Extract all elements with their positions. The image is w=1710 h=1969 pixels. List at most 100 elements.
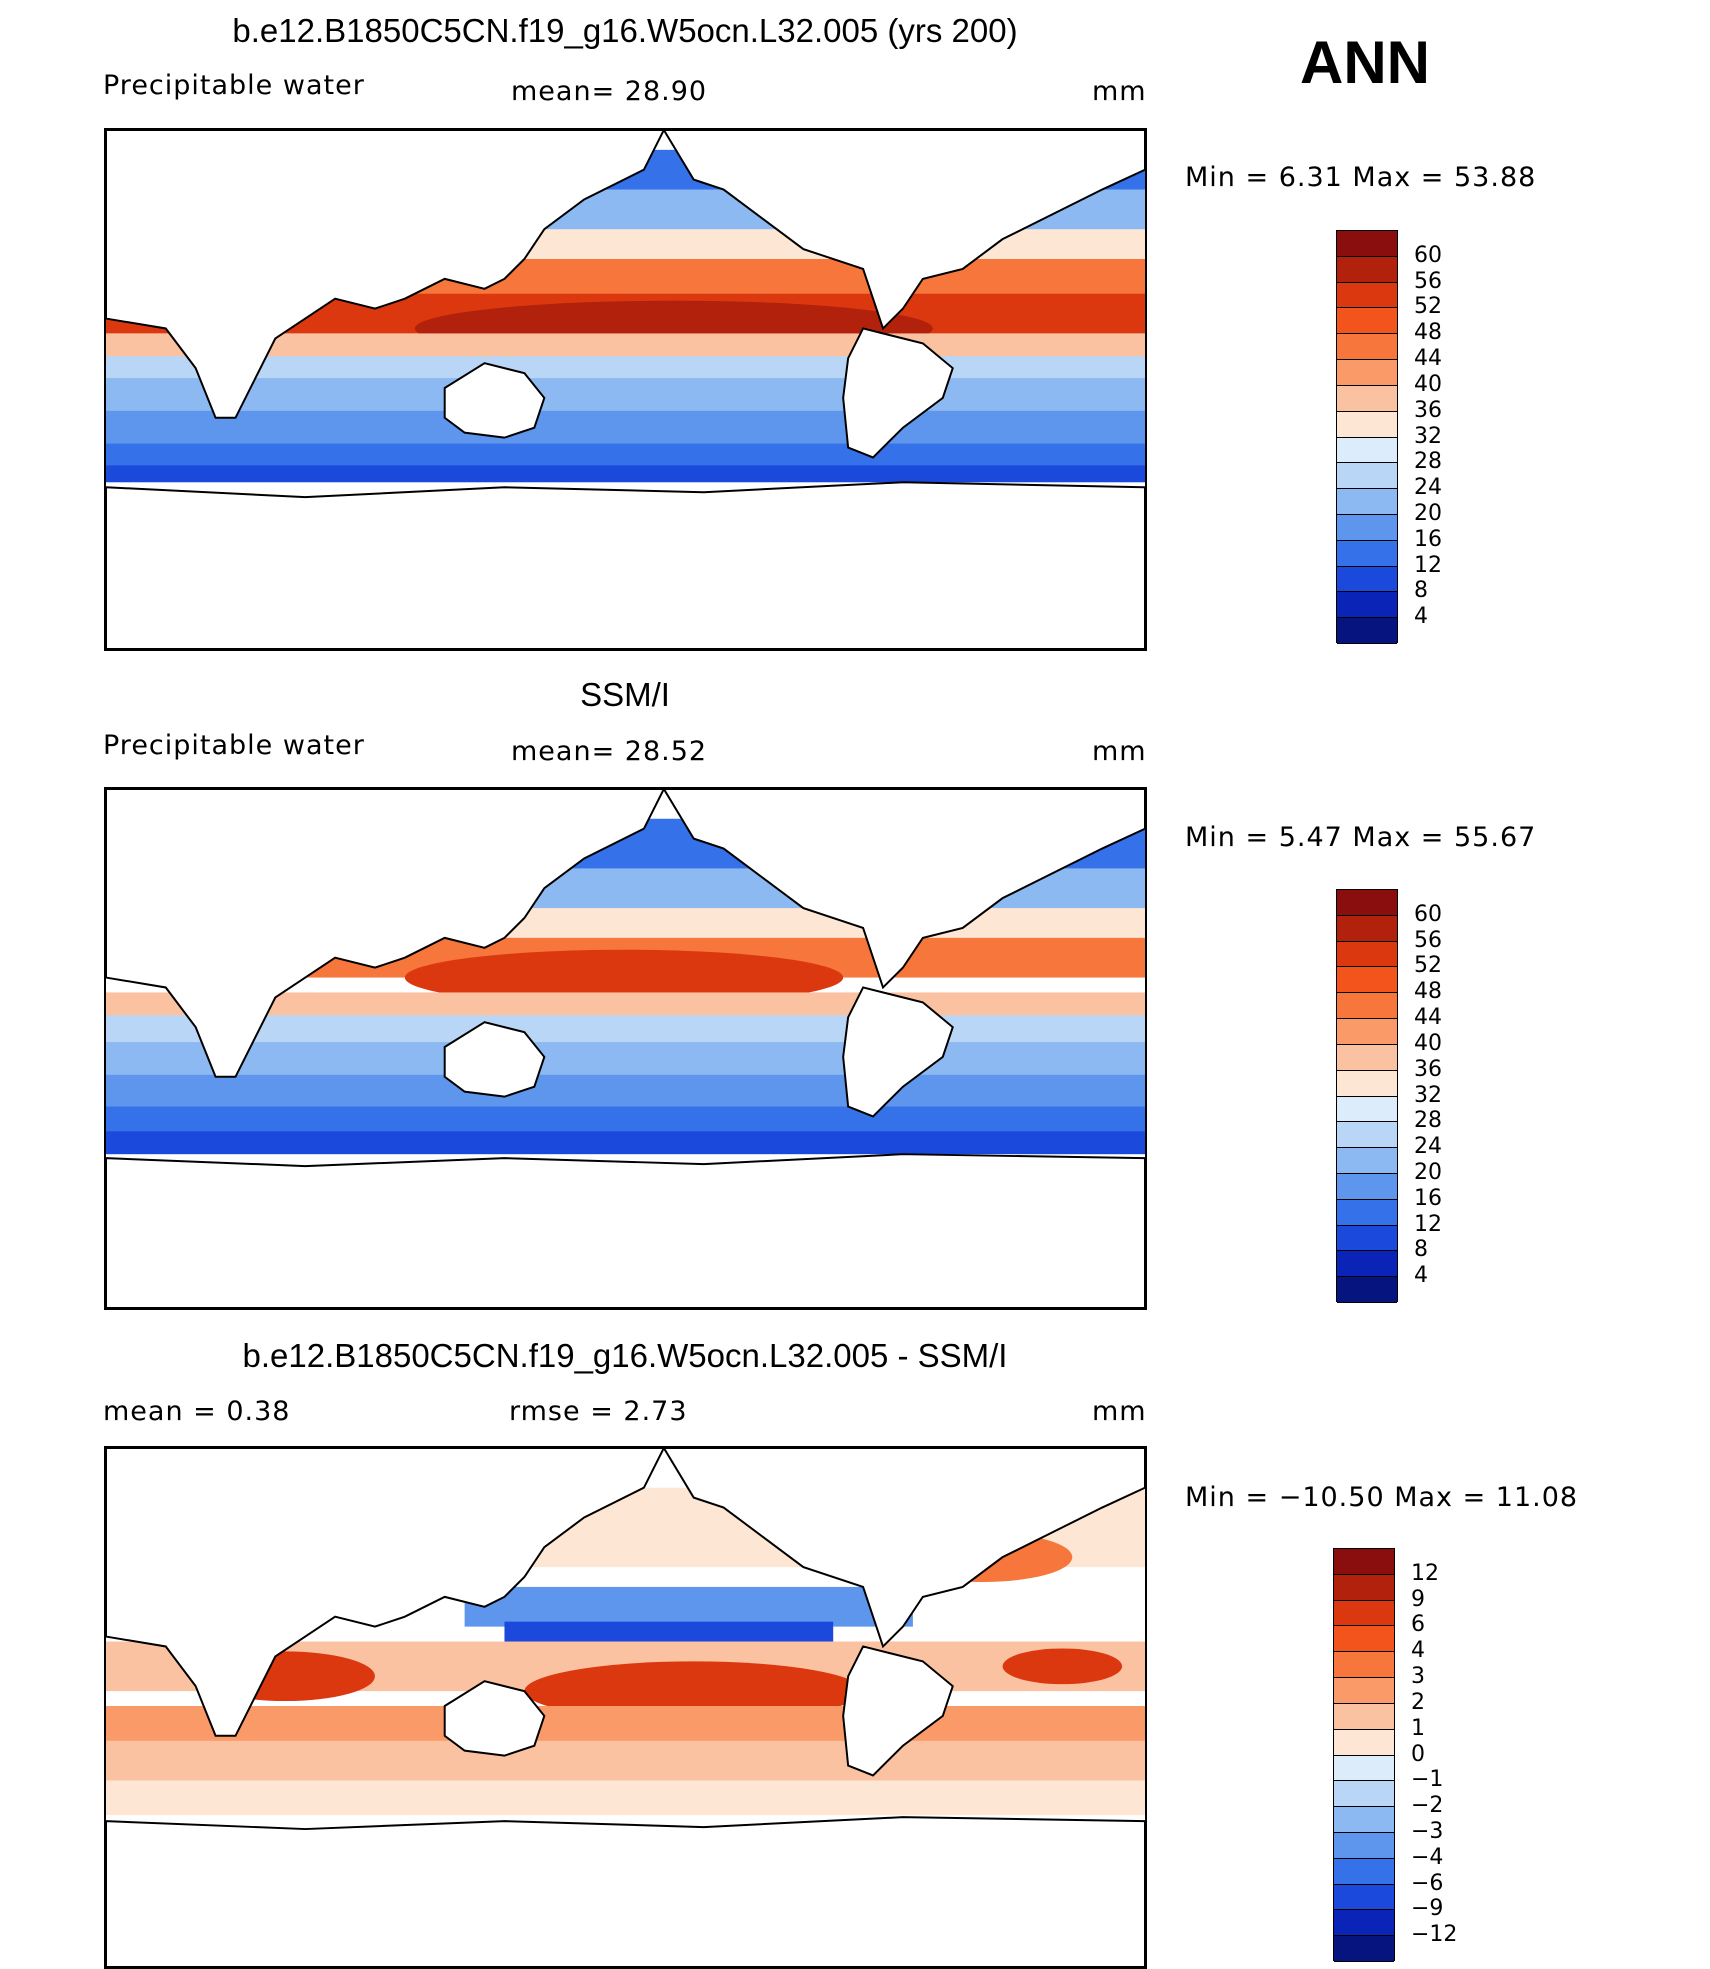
- colorbar-tick-label: 4: [1414, 1263, 1428, 1289]
- panel-1-minmax: Min = 6.31 Max = 53.88: [1185, 162, 1537, 193]
- panel-3-title: b.e12.B1850C5CN.f19_g16.W5ocn.L32.005 - …: [242, 1337, 1008, 1374]
- colorbar-swatch: [1337, 282, 1397, 309]
- colorbar-swatch: [1334, 1755, 1394, 1782]
- colorbar-tick-label: 44: [1414, 346, 1442, 372]
- colorbar-swatch: [1337, 618, 1397, 644]
- colorbar-swatch: [1337, 890, 1397, 916]
- colorbar-swatch: [1337, 1277, 1397, 1303]
- colorbar-swatch: [1337, 334, 1397, 361]
- colorbar-tick-label: 32: [1414, 423, 1442, 449]
- colorbar-tick-label: 24: [1414, 475, 1442, 501]
- colorbar-swatch: [1337, 1122, 1397, 1149]
- colorbar-tick-label: 4: [1414, 604, 1428, 630]
- colorbar-tick-label: 48: [1414, 320, 1442, 346]
- panel-2-units: mm: [1092, 736, 1147, 767]
- panel-3-colorbar: [1333, 1548, 1395, 1962]
- colorbar-tick-label: 28: [1414, 1108, 1442, 1134]
- colorbar-swatch: [1334, 1574, 1394, 1601]
- colorbar-tick-label: 2: [1411, 1689, 1425, 1715]
- colorbar-tick-label: 0: [1411, 1741, 1425, 1767]
- colorbar-tick-label: 8: [1414, 578, 1428, 604]
- colorbar-tick-label: 36: [1414, 1056, 1442, 1082]
- colorbar-tick-label: −6: [1411, 1870, 1444, 1896]
- colorbar-tick-label: −9: [1411, 1896, 1444, 1922]
- colorbar-swatch: [1337, 1044, 1397, 1071]
- panel-2-title: SSM/I: [580, 676, 670, 713]
- colorbar-swatch: [1337, 1096, 1397, 1123]
- colorbar-swatch: [1337, 256, 1397, 283]
- colorbar-tick-label: 12: [1414, 552, 1442, 578]
- panel-1-mean-label: mean= 28.90: [511, 76, 708, 107]
- colorbar-swatch: [1334, 1832, 1394, 1859]
- colorbar-swatch: [1337, 1148, 1397, 1174]
- colorbar-tick-label: 32: [1414, 1082, 1442, 1108]
- colorbar-swatch: [1337, 1019, 1397, 1045]
- colorbar-tick-label: 3: [1411, 1664, 1425, 1690]
- colorbar-swatch: [1337, 592, 1397, 619]
- colorbar-swatch: [1337, 941, 1397, 968]
- colorbar-tick-label: 4: [1411, 1638, 1425, 1664]
- colorbar-tick-label: 16: [1414, 526, 1442, 552]
- panel-3-units: mm: [1092, 1396, 1147, 1427]
- colorbar-swatch: [1337, 489, 1397, 515]
- colorbar-tick-label: 56: [1414, 927, 1442, 953]
- colorbar-swatch: [1334, 1858, 1394, 1885]
- colorbar-swatch: [1334, 1600, 1394, 1627]
- colorbar-tick-label: 1: [1411, 1715, 1425, 1741]
- colorbar-swatch: [1334, 1678, 1394, 1704]
- colorbar-tick-label: 40: [1414, 1030, 1442, 1056]
- colorbar-swatch: [1337, 437, 1397, 464]
- colorbar-tick-label: 36: [1414, 397, 1442, 423]
- colorbar-swatch: [1334, 1703, 1394, 1730]
- colorbar-swatch: [1334, 1910, 1394, 1937]
- colorbar-tick-label: 52: [1414, 953, 1442, 979]
- colorbar-tick-label: 52: [1414, 294, 1442, 320]
- colorbar-swatch: [1334, 1549, 1394, 1575]
- colorbar-tick-label: 20: [1414, 500, 1442, 526]
- colorbar-tick-label: 6: [1411, 1612, 1425, 1638]
- colorbar-swatch: [1337, 1199, 1397, 1226]
- panel-1-variable-label: Precipitable water: [103, 70, 365, 101]
- colorbar-tick-label: 12: [1414, 1211, 1442, 1237]
- panel-1-title: b.e12.B1850C5CN.f19_g16.W5ocn.L32.005 (y…: [232, 12, 1018, 49]
- colorbar-swatch: [1337, 1173, 1397, 1200]
- colorbar-swatch: [1337, 967, 1397, 994]
- colorbar-tick-label: 16: [1414, 1185, 1442, 1211]
- colorbar-swatch: [1337, 360, 1397, 386]
- panel-2-map: [104, 787, 1147, 1310]
- colorbar-swatch: [1337, 1070, 1397, 1097]
- colorbar-swatch: [1337, 566, 1397, 593]
- colorbar-swatch: [1334, 1807, 1394, 1833]
- colorbar-swatch: [1334, 1652, 1394, 1679]
- colorbar-swatch: [1334, 1884, 1394, 1911]
- season-label: ANN: [1300, 29, 1430, 96]
- panel-2-mean-label: mean= 28.52: [511, 736, 708, 767]
- colorbar-swatch: [1337, 915, 1397, 942]
- panel-1-units: mm: [1092, 76, 1147, 107]
- panel-3-rmse-label: rmse = 2.73: [509, 1396, 688, 1427]
- panel-1-colorbar: [1336, 230, 1398, 644]
- panel-3-mean-label: mean = 0.38: [103, 1396, 291, 1427]
- colorbar-tick-label: 28: [1414, 449, 1442, 475]
- panel-1-map: [104, 128, 1147, 651]
- panel-3-minmax: Min = −10.50 Max = 11.08: [1185, 1482, 1579, 1513]
- colorbar-swatch: [1334, 1626, 1394, 1653]
- panel-2-variable-label: Precipitable water: [103, 730, 365, 761]
- colorbar-tick-label: −1: [1411, 1767, 1444, 1793]
- colorbar-swatch: [1334, 1729, 1394, 1756]
- colorbar-tick-label: 12: [1411, 1560, 1439, 1586]
- colorbar-swatch: [1337, 514, 1397, 541]
- colorbar-tick-label: 48: [1414, 979, 1442, 1005]
- colorbar-swatch: [1337, 385, 1397, 412]
- colorbar-tick-label: 44: [1414, 1005, 1442, 1031]
- colorbar-tick-label: 60: [1414, 901, 1442, 927]
- colorbar-tick-label: 56: [1414, 268, 1442, 294]
- colorbar-swatch: [1337, 411, 1397, 438]
- colorbar-tick-label: 24: [1414, 1134, 1442, 1160]
- colorbar-tick-label: −12: [1411, 1922, 1458, 1948]
- colorbar-swatch: [1334, 1781, 1394, 1808]
- panel-3-map: [104, 1446, 1147, 1969]
- panel-2-colorbar: [1336, 889, 1398, 1303]
- colorbar-tick-label: 60: [1414, 242, 1442, 268]
- colorbar-swatch: [1334, 1936, 1394, 1962]
